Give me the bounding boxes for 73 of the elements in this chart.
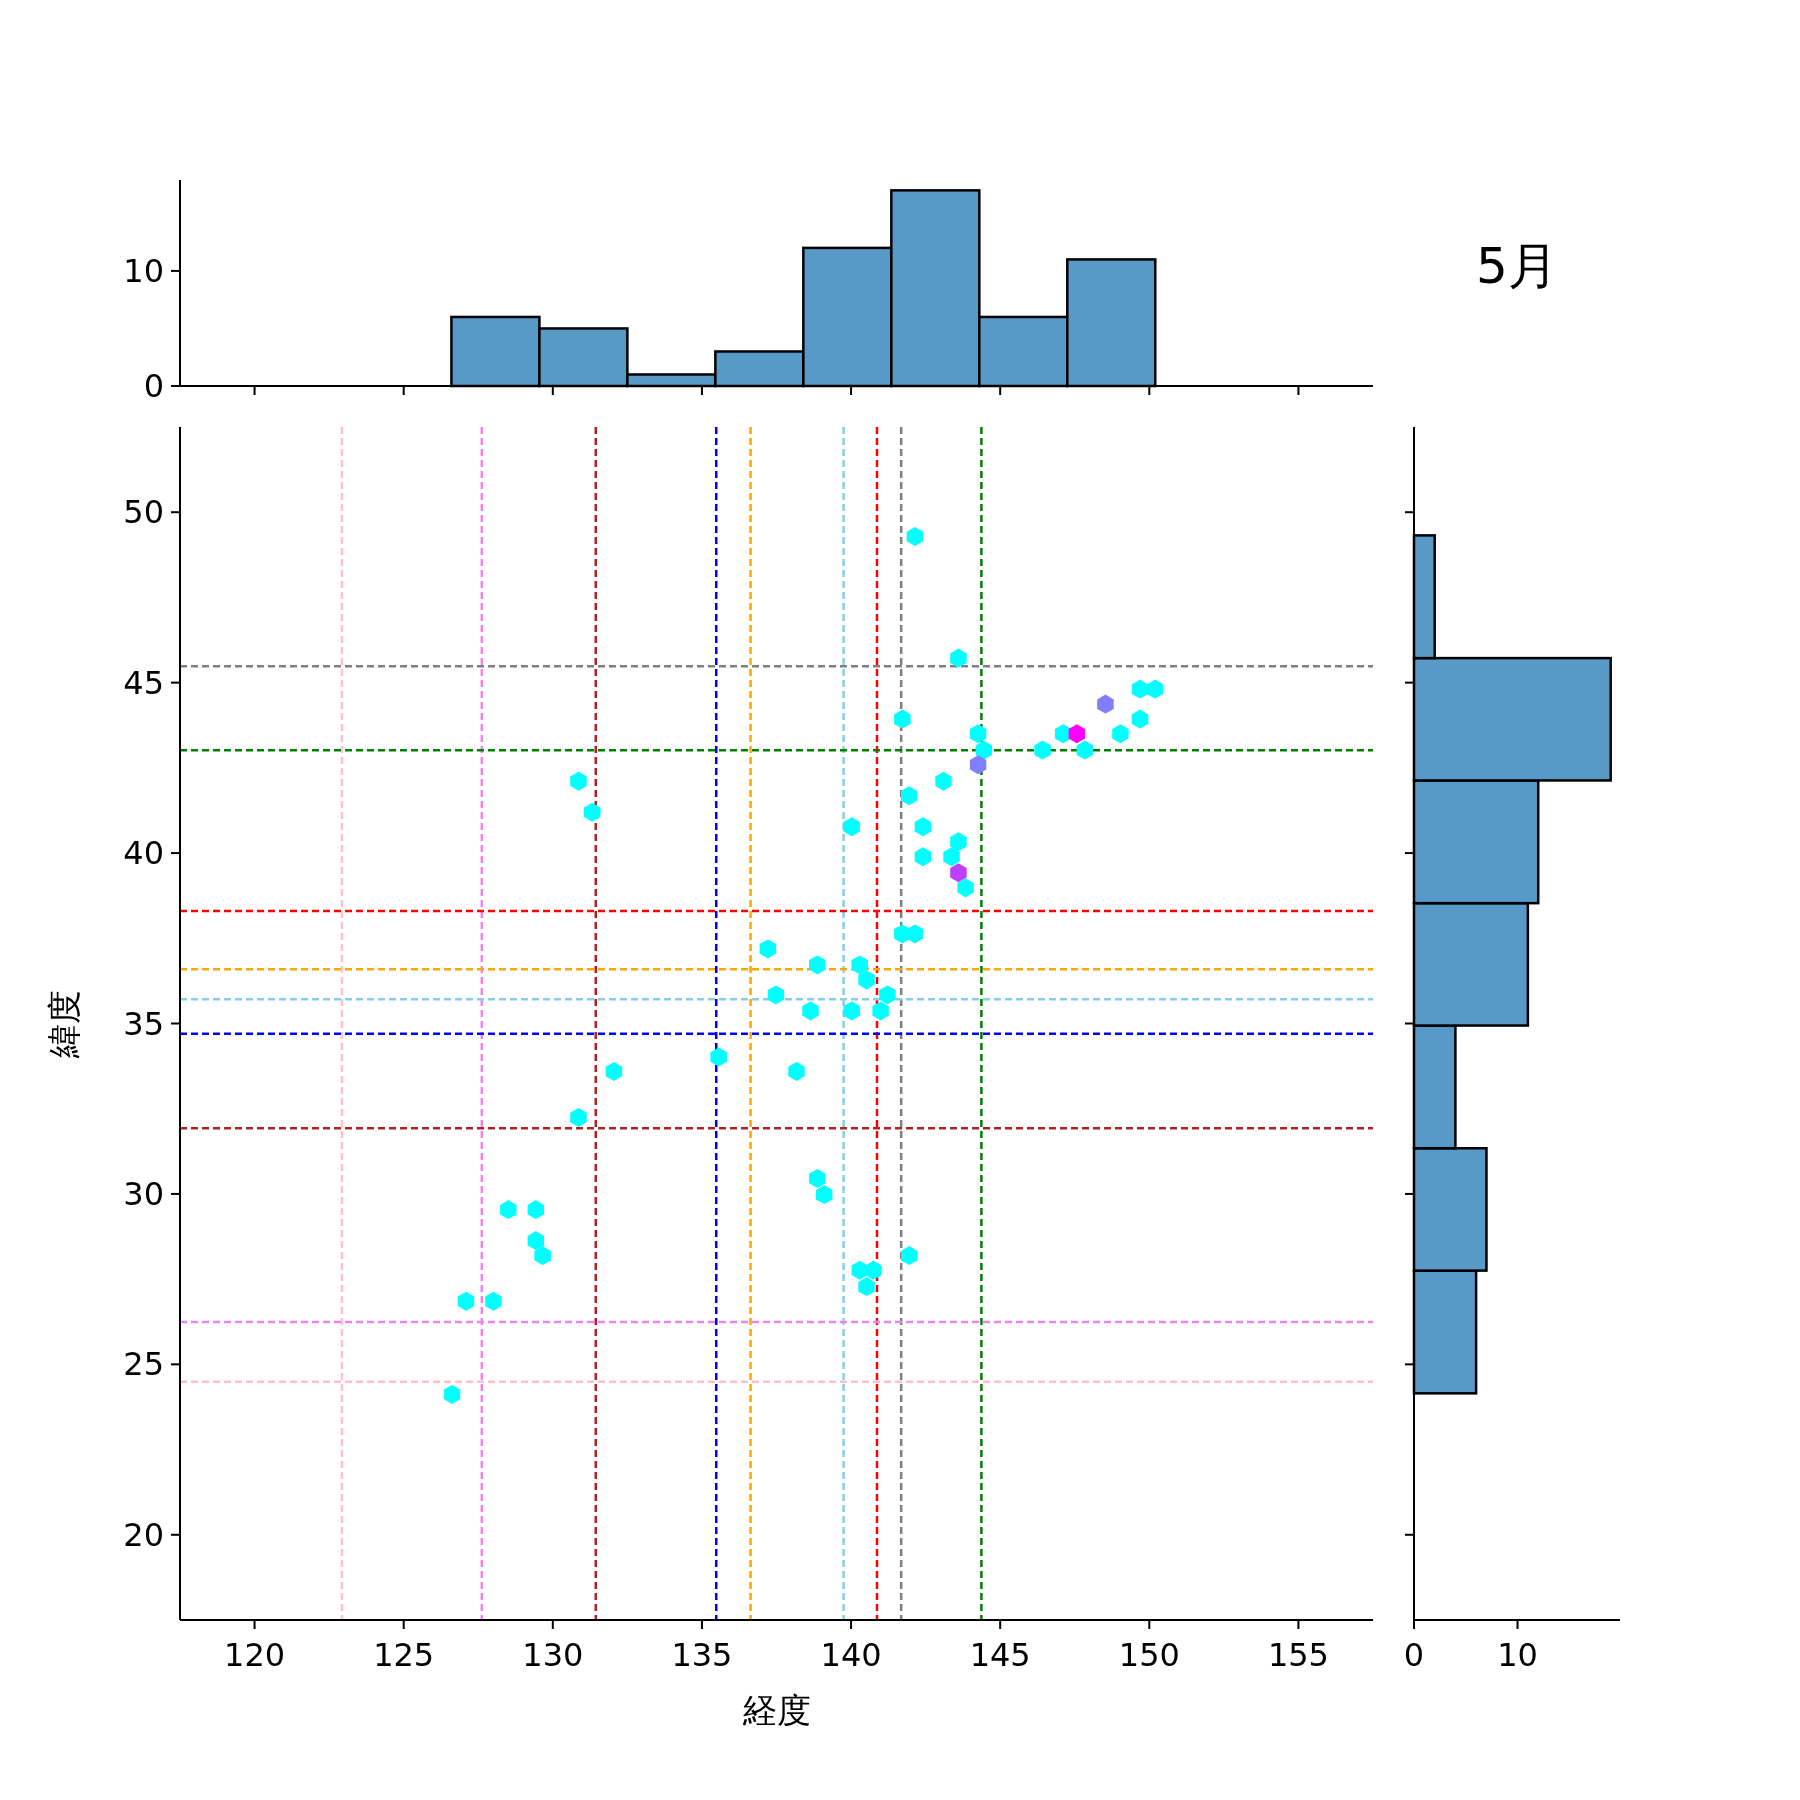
point — [759, 939, 777, 959]
point — [969, 755, 987, 775]
point — [957, 878, 974, 898]
point — [901, 786, 918, 806]
x-tick-label: 135 — [671, 1636, 733, 1674]
point — [767, 985, 785, 1005]
point — [816, 1185, 833, 1205]
point — [457, 1291, 475, 1311]
point — [906, 526, 924, 546]
point — [809, 1169, 826, 1189]
x-tick-label: 10 — [1497, 1636, 1538, 1674]
y-tick-label: 10 — [123, 251, 164, 290]
point — [500, 1200, 517, 1220]
point — [865, 1260, 882, 1280]
y-tick-label: 20 — [123, 1515, 164, 1554]
point — [527, 1231, 544, 1251]
point — [1112, 724, 1129, 744]
point — [843, 1001, 860, 1021]
point — [950, 863, 967, 883]
point — [906, 924, 924, 944]
point — [851, 955, 868, 975]
point — [605, 1062, 623, 1082]
point — [872, 1001, 889, 1021]
point — [710, 1047, 727, 1067]
point — [1097, 694, 1114, 714]
y-tick-label: 45 — [123, 663, 164, 702]
point — [914, 847, 932, 867]
point — [935, 771, 952, 791]
x-tick-label: 130 — [522, 1636, 584, 1674]
point — [843, 817, 860, 837]
point — [950, 648, 967, 668]
point — [858, 970, 875, 990]
y-tick-label: 25 — [123, 1345, 164, 1384]
point — [894, 709, 911, 729]
point — [534, 1246, 551, 1266]
point — [950, 832, 967, 852]
x-tick-label: 125 — [373, 1636, 435, 1674]
point — [969, 724, 987, 744]
point — [1146, 679, 1164, 699]
text: 5月 — [1476, 237, 1558, 295]
point — [1076, 740, 1094, 760]
y-tick-label: 0 — [143, 367, 164, 405]
x-tick-label: 120 — [224, 1636, 286, 1674]
point — [1068, 724, 1086, 744]
y-tick-label: 50 — [123, 493, 164, 532]
point — [570, 771, 587, 791]
x-tick-label: 0 — [1403, 1636, 1425, 1674]
point — [1131, 679, 1149, 699]
y-axis-title: 緯度 — [44, 989, 84, 1059]
point — [879, 985, 896, 1005]
x-tick-label: 155 — [1267, 1636, 1329, 1674]
point — [570, 1108, 587, 1128]
point — [443, 1384, 461, 1404]
point — [914, 817, 932, 837]
x-tick-label: 145 — [969, 1636, 1031, 1674]
point — [809, 955, 826, 975]
point — [858, 1277, 875, 1297]
point — [485, 1291, 502, 1311]
point — [584, 802, 601, 822]
point — [527, 1200, 544, 1220]
point — [943, 847, 960, 867]
point — [802, 1001, 819, 1021]
x-tick-label: 150 — [1118, 1636, 1180, 1674]
y-tick-label: 30 — [123, 1174, 164, 1213]
point — [1131, 709, 1149, 729]
point — [975, 740, 992, 760]
point — [901, 1246, 918, 1266]
x-tick-label: 140 — [820, 1636, 882, 1674]
x-axis-title: 経度 — [741, 1690, 811, 1730]
point — [1034, 740, 1051, 760]
point — [788, 1062, 805, 1082]
y-tick-label: 40 — [123, 834, 164, 873]
y-tick-label: 35 — [123, 1004, 164, 1043]
